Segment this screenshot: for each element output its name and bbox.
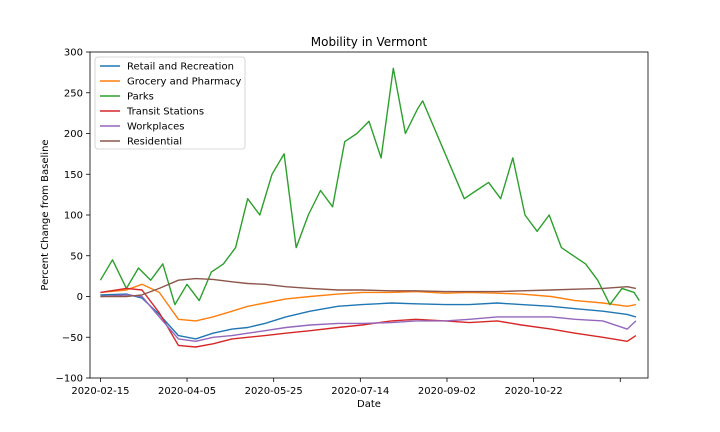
legend-label: Grocery and Pharmacy — [127, 77, 241, 88]
legend-label: Parks — [127, 92, 154, 103]
series-line-transit-stations — [100, 287, 637, 348]
y-tick-label: 50 — [70, 251, 83, 262]
y-tick-label: 250 — [64, 88, 83, 99]
y-tick-label: −100 — [56, 374, 83, 385]
legend-label: Transit Stations — [126, 107, 204, 118]
legend-label: Residential — [127, 137, 182, 148]
x-tick-label: 2020-09-02 — [418, 386, 476, 397]
plot-area — [99, 67, 640, 348]
legend-label: Retail and Recreation — [127, 62, 234, 73]
y-tick-label: 100 — [64, 211, 83, 222]
x-tick-label: 2020-05-25 — [245, 386, 303, 397]
y-tick-label: 0 — [77, 292, 83, 303]
x-tick-label: 2020-07-14 — [331, 386, 389, 397]
x-axis-title: Date — [357, 399, 381, 410]
y-tick-label: 300 — [64, 48, 83, 59]
y-tick-label: 150 — [64, 170, 83, 181]
series-line-retail-and-recreation — [100, 293, 637, 340]
y-tick-label: −50 — [62, 333, 83, 344]
legend: Retail and Recreation Grocery and Pharmac… — [94, 56, 246, 150]
series-line-parks — [99, 67, 640, 306]
y-axis-title: Percent Change from Baseline — [40, 139, 51, 290]
series-line-residential — [100, 277, 637, 298]
y-tick-label: 200 — [64, 129, 83, 140]
x-tick-label: 2020-02-15 — [71, 386, 129, 397]
series-line-workplaces — [100, 294, 637, 342]
legend-label: Workplaces — [127, 122, 184, 133]
series-line-grocery-and-pharmacy — [100, 283, 637, 322]
x-axis: 2020-02-15 2020-04-05 2020-05-25 2020-07-14… — [71, 378, 621, 397]
y-axis: −100 −50 0 50 100 150 200 250 300 — [56, 48, 90, 385]
x-tick-label: 2020-04-05 — [158, 386, 216, 397]
x-tick-label: 2020-10-22 — [505, 386, 563, 397]
chart-title: Mobility in Vermont — [311, 35, 428, 49]
legend-box — [94, 56, 246, 150]
